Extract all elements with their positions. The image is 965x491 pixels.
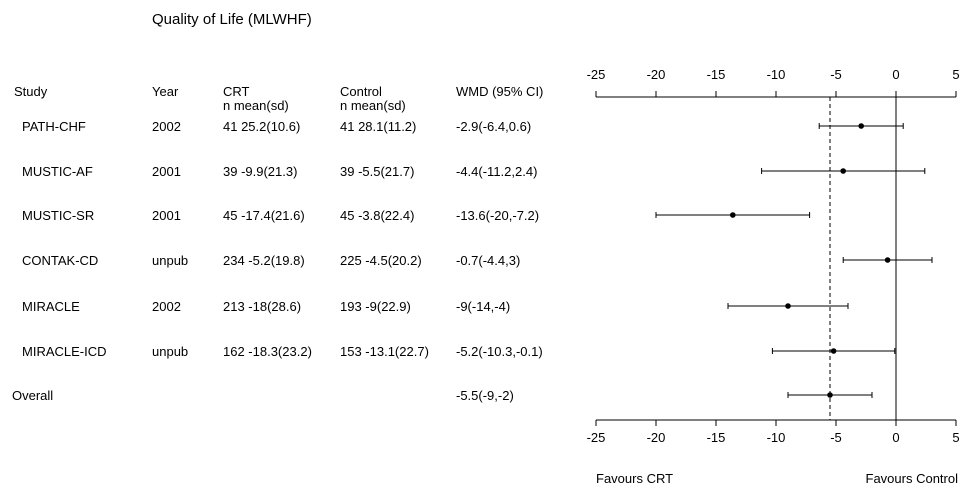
crt-values: 45 -17.4(21.6) <box>223 208 305 223</box>
table-row: MUSTIC-SR 2001 45 -17.4(21.6) 45 -3.8(22… <box>22 208 539 223</box>
table-row: CONTAK-CD unpub 234 -5.2(19.8) 225 -4.5(… <box>22 253 520 268</box>
header-year: Year <box>152 84 179 99</box>
top-axis-tick-label: 5 <box>952 67 959 82</box>
table-row: MUSTIC-AF 2001 39 -9.9(21.3) 39 -5.5(21.… <box>22 164 537 179</box>
control-values: 225 -4.5(20.2) <box>340 253 422 268</box>
study-point <box>785 303 791 309</box>
control-values: 193 -9(22.9) <box>340 299 411 314</box>
wmd-value: -5.2(-10.3,-0.1) <box>456 344 543 359</box>
study-year: unpub <box>152 344 188 359</box>
study-name: MIRACLE-ICD <box>22 344 107 359</box>
control-values: 41 28.1(11.2) <box>340 119 416 134</box>
study-year: unpub <box>152 253 188 268</box>
overall-row: Overall -5.5(-9,-2) <box>12 388 514 403</box>
study-year: 2001 <box>152 208 181 223</box>
crt-values: 162 -18.3(23.2) <box>223 344 312 359</box>
wmd-value: -13.6(-20,-7.2) <box>456 208 539 223</box>
favours-crt-label: Favours CRT <box>596 471 673 486</box>
study-name: PATH-CHF <box>22 119 86 134</box>
wmd-value: -9(-14,-4) <box>456 299 510 314</box>
crt-values: 39 -9.9(21.3) <box>223 164 297 179</box>
study-point <box>858 123 864 129</box>
bottom-axis-tick-label: -5 <box>830 430 842 445</box>
crt-values: 234 -5.2(19.8) <box>223 253 305 268</box>
study-year: 2002 <box>152 119 181 134</box>
study-point <box>730 212 736 218</box>
bottom-axis-tick-label: 5 <box>952 430 959 445</box>
control-values: 39 -5.5(21.7) <box>340 164 414 179</box>
header-control: Control <box>340 84 382 99</box>
bottom-axis-tick-label: 0 <box>892 430 899 445</box>
overall-label: Overall <box>12 388 53 403</box>
study-year: 2001 <box>152 164 181 179</box>
wmd-value: -2.9(-6.4,0.6) <box>456 119 531 134</box>
study-point <box>830 348 837 354</box>
top-axis-tick-label: -15 <box>707 67 726 82</box>
overall-point <box>827 392 833 398</box>
bottom-axis-tick-label: -20 <box>647 430 666 445</box>
top-axis-tick-label: -5 <box>830 67 842 82</box>
study-point <box>840 168 846 174</box>
study-point <box>884 257 891 263</box>
control-values: 45 -3.8(22.4) <box>340 208 414 223</box>
study-name: MUSTIC-AF <box>22 164 93 179</box>
top-axis-tick-label: 0 <box>892 67 899 82</box>
plot-area: -25 -25 -20 -20 -15 -15 -10 -10 -5 -5 0 0 5 5 <box>587 67 960 445</box>
bottom-axis-tick-label: -25 <box>587 430 606 445</box>
header-wmd: WMD (95% CI) <box>456 84 543 99</box>
crt-values: 213 -18(28.6) <box>223 299 301 314</box>
crt-values: 41 25.2(10.6) <box>223 119 300 134</box>
top-axis-tick-label: -20 <box>647 67 666 82</box>
wmd-value: -4.4(-11.2,2.4) <box>456 164 537 179</box>
header-crt-sub: n mean(sd) <box>223 98 289 113</box>
overall-wmd-value: -5.5(-9,-2) <box>456 388 514 403</box>
study-year: 2002 <box>152 299 181 314</box>
study-name: MUSTIC-SR <box>22 208 94 223</box>
header-control-sub: n mean(sd) <box>340 98 406 113</box>
header-crt: CRT <box>223 84 250 99</box>
study-name: MIRACLE <box>22 299 80 314</box>
favours-control-label: Favours Control <box>866 471 959 486</box>
chart-title: Quality of Life (MLWHF) <box>152 11 312 28</box>
top-axis-tick-label: -25 <box>587 67 606 82</box>
table-row: PATH-CHF 2002 41 25.2(10.6) 41 28.1(11.2… <box>22 119 531 134</box>
bottom-axis-tick-label: -15 <box>707 430 726 445</box>
table-row: MIRACLE 2002 213 -18(28.6) 193 -9(22.9) … <box>22 299 510 314</box>
table-row: MIRACLE-ICD unpub 162 -18.3(23.2) 153 -1… <box>22 344 543 359</box>
wmd-value: -0.7(-4.4,3) <box>456 253 520 268</box>
header-study: Study <box>14 84 48 99</box>
bottom-axis-tick-label: -10 <box>767 430 786 445</box>
top-axis-tick-label: -10 <box>767 67 786 82</box>
control-values: 153 -13.1(22.7) <box>340 344 429 359</box>
study-name: CONTAK-CD <box>22 253 98 268</box>
